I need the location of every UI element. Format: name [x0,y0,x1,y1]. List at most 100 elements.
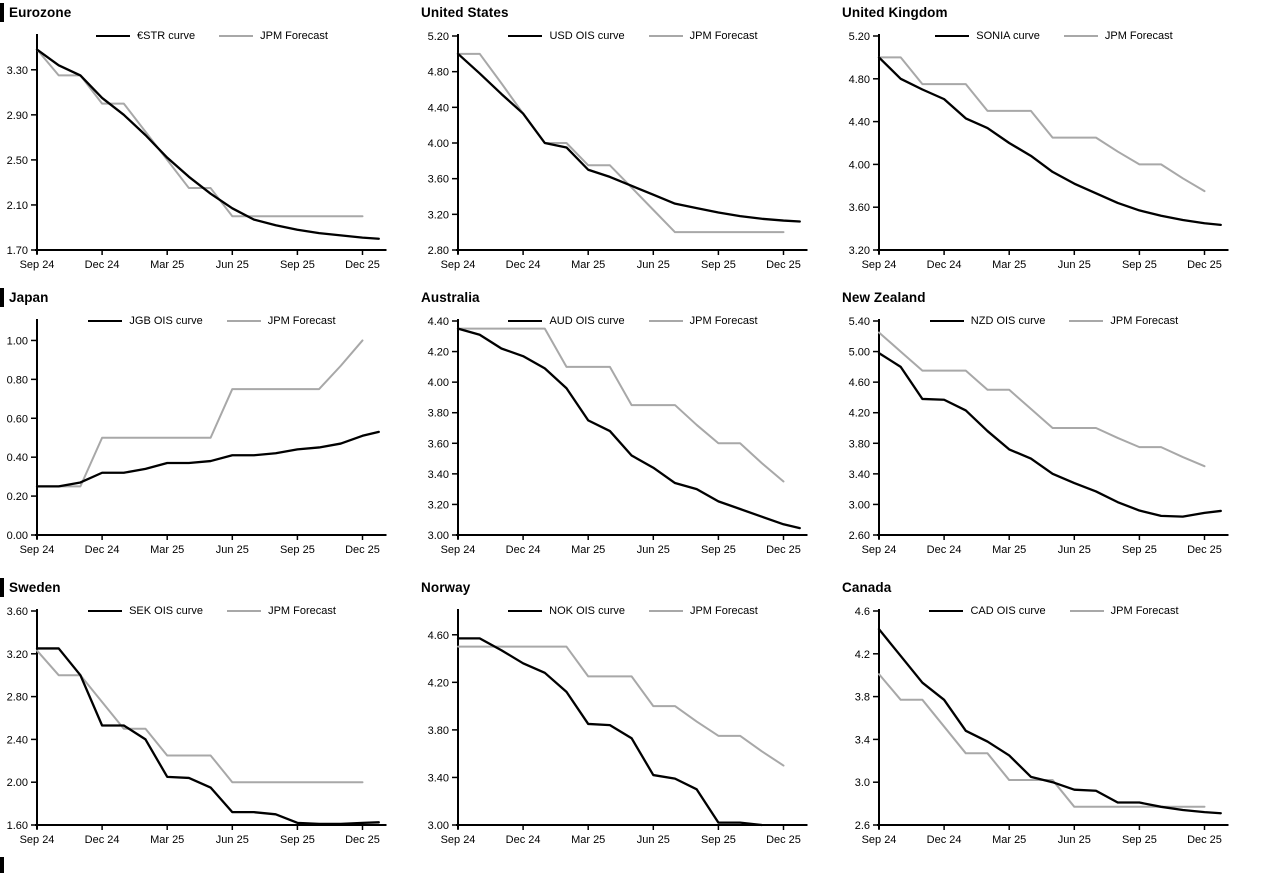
x-tick-label: Sep 24 [20,544,55,556]
y-tick-label: 3.60 [849,202,870,214]
y-tick-label: 5.20 [428,31,449,43]
y-tick-label: 4.6 [855,606,870,618]
x-tick-label: Sep 24 [441,259,476,271]
x-tick-label: Dec 24 [927,259,962,271]
x-tick-label: Sep 25 [280,259,315,271]
x-tick-label: Dec 25 [345,544,380,556]
x-tick-label: Sep 24 [441,544,476,556]
y-tick-label: 4.2 [855,649,870,661]
y-tick-label: 2.80 [428,245,449,257]
x-tick-label: Mar 25 [571,544,605,556]
y-tick-label: 3.30 [7,65,28,77]
y-tick-label: 0.40 [7,452,28,464]
y-tick-label: 2.10 [7,200,28,212]
y-tick-label: 5.40 [849,316,870,328]
ois-curve-line [456,637,763,827]
y-tick-label: 4.20 [428,347,449,359]
ois-curve-line [456,52,801,223]
forecast-line [878,331,1206,468]
x-tick-label: Jun 25 [637,259,670,271]
x-tick-label: Mar 25 [150,259,184,271]
y-tick-label: 4.40 [428,316,449,328]
legend-line-swatch [935,35,970,37]
x-tick-label: Sep 24 [20,834,55,846]
x-tick-label: Sep 25 [1122,834,1157,846]
chart-title: Australia [421,289,480,305]
legend-line-swatch [648,35,683,37]
x-tick-label: Dec 24 [506,834,541,846]
y-tick-label: 4.20 [849,408,870,420]
x-tick-label: Mar 25 [992,834,1026,846]
x-tick-label: Jun 25 [216,544,249,556]
y-tick-label: 3.60 [428,438,449,450]
x-tick-label: Dec 25 [345,259,380,271]
chart-title-row: Japan [0,287,421,307]
chart-panel-new-zealand: New Zealand NZD OIS curve JPM Forecast 2.6… [842,285,1264,575]
legend-line-swatch [929,320,964,322]
x-tick-label: Mar 25 [992,544,1026,556]
chart-legend: JGB OIS curve JPM Forecast [37,315,387,327]
x-tick-label: Jun 25 [637,544,670,556]
x-tick-label: Dec 24 [85,544,120,556]
ois-curve-line [35,430,380,488]
y-tick-label: 3.60 [7,606,28,618]
legend-line-swatch [88,320,123,322]
chart-svg-united-kingdom: 3.20 3.60 4.00 4.40 4.80 5.20 Sep 24 Dec 24 Mar … [849,31,1229,271]
chart-title: Canada [842,579,892,595]
y-tick-label: 4.60 [428,630,449,642]
y-tick-label: 3.00 [849,499,870,511]
x-tick-label: Mar 25 [150,834,184,846]
y-tick-label: 3.00 [428,530,449,542]
y-tick-label: 3.20 [428,209,449,221]
y-tick-label: 3.20 [7,649,28,661]
chart-plot: JGB OIS curve JPM Forecast 0.00 0.20 0.40 0.6… [0,307,421,569]
chart-plot: €STR curve JPM Forecast 1.70 2.10 2.50 2.90 3.… [0,22,421,284]
legend-label: NZD OIS curve [970,315,1046,327]
x-tick-label: Sep 25 [1122,544,1157,556]
legend-item-forecast: JPM Forecast [219,30,328,42]
y-tick-label: 2.40 [7,734,28,746]
x-tick-label: Dec 25 [345,834,380,846]
ois-curve-line [35,48,380,240]
x-tick-label: Jun 25 [216,834,249,846]
legend-item-forecast: JPM Forecast [648,605,758,617]
x-tick-label: Mar 25 [571,259,605,271]
x-tick-label: Jun 25 [1058,834,1091,846]
chart-svg-new-zealand: 2.60 3.00 3.40 3.80 4.20 4.60 5.00 5.40 Sep 24 De… [849,316,1229,556]
y-tick-label: 0.80 [7,374,28,386]
chart-panel-japan: Japan JGB OIS curve JPM Forecast 0.00 0.20 0… [0,285,421,575]
y-tick-label: 3.80 [849,438,870,450]
chart-panel-australia: Australia AUD OIS curve JPM Forecast 3.00 3… [421,285,842,575]
x-tick-label: Jun 25 [1058,259,1091,271]
y-tick-label: 0.60 [7,413,28,425]
y-tick-label: 2.90 [7,110,28,122]
x-tick-label: Sep 24 [862,259,897,271]
chart-title-row: Eurozone [0,2,421,22]
x-tick-label: Dec 25 [766,544,801,556]
legend-item-forecast: JPM Forecast [227,605,336,617]
y-tick-label: 2.50 [7,155,28,167]
x-tick-label: Jun 25 [216,259,249,271]
chart-legend: SEK OIS curve JPM Forecast [37,605,387,617]
legend-item-ois: SONIA curve [935,30,1040,42]
y-tick-label: 3.4 [855,734,870,746]
x-tick-label: Mar 25 [571,834,605,846]
x-tick-label: Mar 25 [992,259,1026,271]
x-tick-label: Dec 24 [927,544,962,556]
chart-title: United States [421,4,509,20]
chart-svg-norway: 3.00 3.40 3.80 4.20 4.60 Sep 24 Dec 24 Mar 25 Ju… [428,609,808,846]
y-tick-label: 4.00 [428,377,449,389]
next-section-marker-bar [0,857,4,873]
title-marker-bar [0,287,4,307]
chart-title-row: United Kingdom [842,2,1264,22]
legend-line-swatch [96,35,131,37]
chart-svg-japan: 0.00 0.20 0.40 0.60 0.80 1.00 Sep 24 Dec 24 Mar … [7,319,387,556]
legend-label: NOK OIS curve [549,605,625,617]
y-tick-label: 5.00 [849,347,870,359]
x-tick-label: Sep 25 [280,544,315,556]
legend-item-ois: NZD OIS curve [929,315,1046,327]
x-tick-label: Dec 24 [927,834,962,846]
chart-panel-norway: Norway NOK OIS curve JPM Forecast 3.00 3.40… [421,575,842,873]
